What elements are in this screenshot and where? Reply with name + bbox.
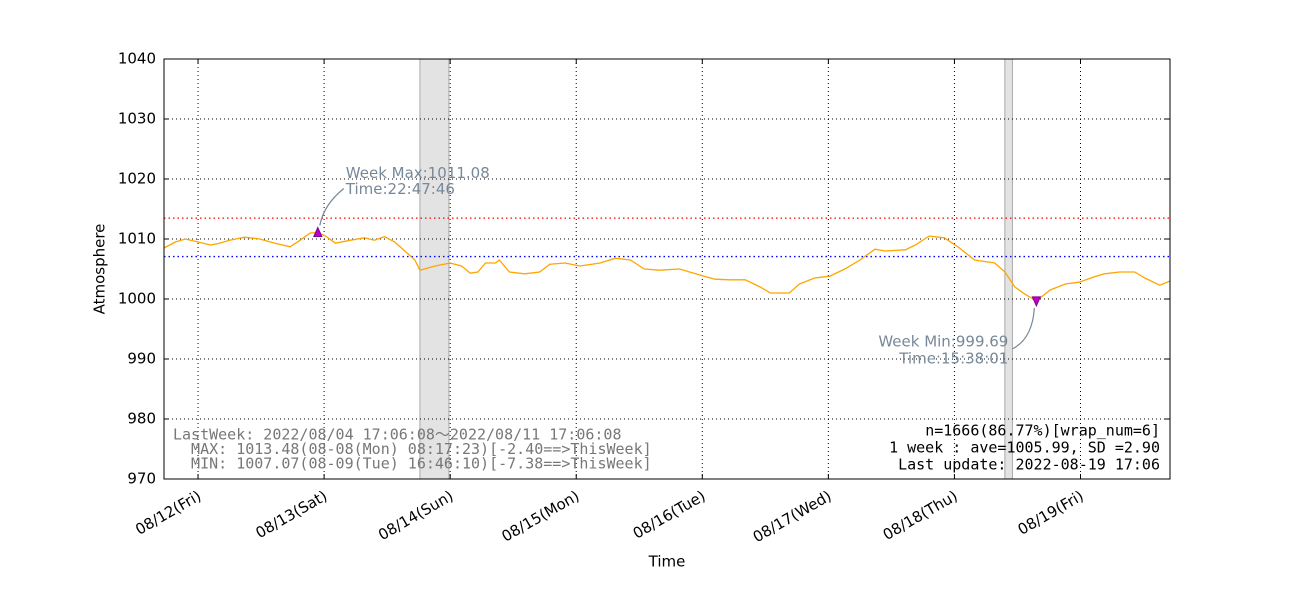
data-line (163, 231, 1171, 302)
note-right: 1 week : ave=1005.99, SD =2.90 (889, 439, 1160, 457)
x-tick-label: 08/18(Thu) (880, 487, 961, 544)
note-right: n=1666(86.77%)[wrap_num=6] (925, 422, 1160, 440)
y-tick-label: 1000 (118, 290, 156, 308)
shaded-span (1004, 58, 1013, 480)
x-tick-label: 08/14(Sun) (375, 487, 456, 544)
y-tick-label: 1010 (118, 230, 156, 248)
y-tick-label: 980 (127, 410, 156, 428)
y-axis-label: Atmosphere (91, 224, 109, 315)
extreme-marker (1031, 296, 1042, 308)
annotation-label: Week Max:1011.08 (346, 164, 490, 182)
extreme-marker (313, 226, 323, 238)
annotation-arrow (1012, 307, 1035, 350)
x-tick-label: 08/17(Wed) (750, 487, 835, 546)
y-tick-label: 990 (127, 350, 156, 368)
note-left: MAX: 1013.48(08-08(Mon) 08:17:23)[-2.40=… (173, 440, 652, 458)
note-right: Last update: 2022-08-19 17:06 (898, 456, 1160, 474)
note-left: MIN: 1007.07(08-09(Tue) 16:46:10)[-7.38=… (173, 455, 652, 473)
plot-frame (163, 58, 1171, 480)
y-tick-label: 1020 (118, 170, 156, 188)
annotation-label: Week Min:999.69 (878, 332, 1008, 350)
annotation-label: Time:15:38:01 (898, 349, 1008, 367)
x-tick-label: 08/16(Tue) (630, 487, 709, 543)
y-tick-label: 970 (127, 470, 156, 488)
x-tick-label: 08/19(Fri) (1015, 487, 1087, 539)
annotation-label: Time:22:47:46 (345, 180, 455, 198)
y-tick-label: 1030 (118, 110, 156, 128)
x-axis-label: Time (648, 553, 686, 571)
annotation-arrow (319, 188, 345, 226)
x-tick-label: 08/15(Mon) (499, 487, 583, 546)
note-left: LastWeek: 2022/08/04 17:06:08～2022/08/11… (173, 426, 621, 444)
x-tick-label: 08/13(Sat) (252, 487, 330, 542)
x-tick-label: 08/12(Fri) (132, 487, 204, 539)
y-tick-label: 1040 (118, 50, 156, 68)
